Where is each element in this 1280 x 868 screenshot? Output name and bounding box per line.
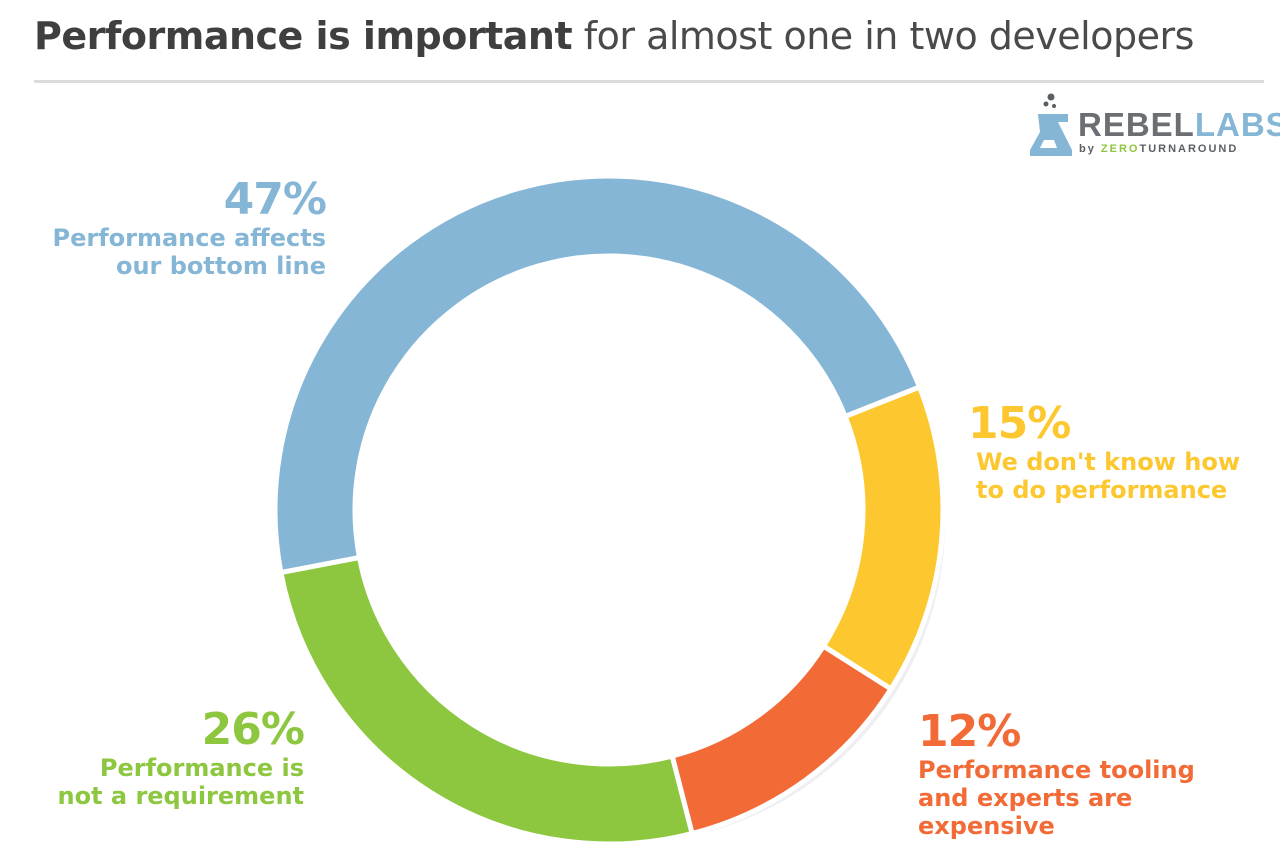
slice-value-1: 15% xyxy=(968,398,1071,449)
slice-label-2: 12% Performance tooling and experts are … xyxy=(918,706,1195,841)
logo-by-prefix: by xyxy=(1079,143,1101,155)
logo-word-main: REBEL xyxy=(1078,106,1195,143)
slice-value-3: 26% xyxy=(201,704,305,755)
flask-icon xyxy=(1030,93,1072,156)
slice-desc-0-line-0: Performance affects xyxy=(52,224,326,252)
slice-desc-2-line-1: and experts are xyxy=(918,784,1133,812)
logo-by-accent: ZERO xyxy=(1100,143,1140,155)
slice-desc-3-line-1: not a requirement xyxy=(57,782,304,810)
donut-slice-3 xyxy=(277,554,696,847)
logo-byline: by ZEROTURNAROUND xyxy=(1079,143,1238,155)
chart-title-rest: for almost one in two developers xyxy=(583,14,1195,58)
donut-slice-0 xyxy=(272,173,923,576)
slice-desc-1-line-1: to do performance xyxy=(976,476,1228,504)
logo-word-accent: LABS xyxy=(1194,106,1280,143)
donut-slices xyxy=(272,173,946,847)
chart-title: Performance is important for almost one … xyxy=(34,14,1194,58)
slice-desc-3-line-0: Performance is xyxy=(99,754,304,782)
logo-by-rest: TURNAROUND xyxy=(1139,143,1239,155)
donut-slice-1 xyxy=(820,383,946,693)
rebellabs-logo: REBELLABS by ZEROTURNAROUND xyxy=(1028,92,1280,162)
slice-desc-1-line-0: We don't know how xyxy=(976,448,1240,476)
chart-title-bold: Performance is important xyxy=(34,14,573,58)
slice-value-2: 12% xyxy=(918,706,1021,757)
slice-label-0: 47% Performance affects our bottom line xyxy=(52,174,327,281)
slice-label-1: 15% We don't know how to do performance xyxy=(968,398,1240,505)
title-divider xyxy=(34,80,1264,83)
slice-value-0: 47% xyxy=(223,174,327,225)
slice-desc-2-line-0: Performance tooling xyxy=(918,756,1195,784)
slice-desc-2-line-2: expensive xyxy=(918,812,1055,840)
logo-wordmark: REBELLABS xyxy=(1078,106,1280,144)
slice-desc-0-line-1: our bottom line xyxy=(115,252,326,280)
slice-label-3: 26% Performance is not a requirement xyxy=(57,704,305,811)
